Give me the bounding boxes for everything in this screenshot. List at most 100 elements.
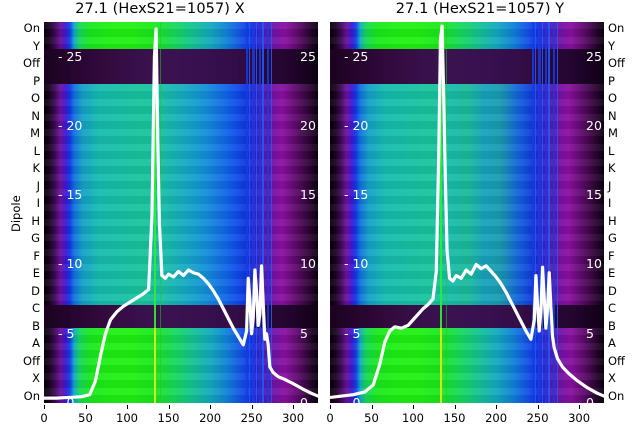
panel-y: 27.1 (HexS21=1057) Y [320, 0, 640, 440]
heatmap-row-texture [330, 327, 604, 403]
heatmap-vertical-stripe [270, 22, 273, 403]
category-label-right: On [608, 389, 625, 403]
heatmap-vertical-stripe [545, 22, 548, 403]
y-tick-label-right: 5 [300, 325, 308, 341]
y-tick-label-right: 10 [586, 256, 602, 272]
category-label-left: On [23, 21, 40, 35]
x-tick-label: 300 [282, 411, 305, 425]
category-label-left: C [31, 301, 40, 316]
category-label-left: Off [23, 56, 40, 71]
heatmap-x [44, 22, 318, 403]
panel-x-title: 27.1 (HexS21=1057) X [75, 1, 245, 17]
category-label-left: J [36, 178, 40, 193]
category-label-right: A [608, 336, 616, 351]
y-tick-label: - 20 [344, 117, 369, 133]
y-tick-label: - 10 [58, 256, 83, 272]
heatmap-vertical-stripe [552, 22, 555, 403]
heatmap-row-texture [330, 22, 604, 50]
y-tick-label: - 0 [58, 395, 75, 410]
category-label-right: H [608, 213, 617, 228]
x-tick-label: 50 [364, 411, 379, 425]
heatmap-vertical-stripe [252, 22, 255, 403]
x-tick-mark [293, 405, 295, 409]
x-tick-mark [127, 405, 129, 409]
x-tick-mark [413, 405, 415, 409]
category-label-right: M [608, 126, 618, 141]
heatmap-green-streak [154, 22, 157, 403]
x-tick-mark [44, 405, 45, 409]
y-tick-label: - 10 [344, 256, 369, 272]
category-label-left: P [33, 73, 40, 88]
y-tick-label-right: 25 [300, 48, 316, 64]
plot-area-x[interactable] [44, 22, 318, 403]
heatmap-band [330, 84, 604, 306]
heatmap-band [44, 84, 318, 306]
stripe-overlay-x [44, 22, 318, 403]
y-tick-label: - 5 [344, 325, 361, 341]
heatmap-row-texture [44, 327, 318, 403]
heatmap-vertical-stripe [255, 22, 258, 403]
x-tick-label: 100 [116, 411, 138, 425]
plot-area-y[interactable] [330, 22, 604, 403]
heatmap-green-streak [160, 22, 162, 403]
category-label-left: B [32, 318, 40, 333]
category-label-left: F [33, 248, 40, 263]
category-label-right: N [608, 108, 617, 123]
heatmap-vertical-stripe [541, 22, 544, 403]
x-tick-mark [454, 405, 456, 409]
category-label-right: Y [608, 38, 616, 53]
category-label-left: N [31, 108, 40, 123]
x-tick-mark [371, 405, 373, 409]
category-label-right: C [608, 301, 617, 316]
y-tick-label: - 5 [58, 325, 75, 341]
category-label-right: G [608, 231, 617, 246]
y-tick-label: - 15 [58, 187, 83, 203]
x-tick-label: 0 [40, 411, 48, 425]
y-tick-label: - 20 [58, 117, 83, 133]
category-label-left: Y [32, 38, 40, 53]
profile-trace-x [44, 27, 318, 400]
category-label-left: M [30, 126, 40, 141]
x-tick-label: 100 [402, 411, 424, 425]
y-tick-label-right: 0 [586, 395, 594, 410]
heatmap-column-modulation [330, 84, 604, 306]
category-label-right: J [608, 178, 612, 193]
x-tick-label: 0 [326, 411, 334, 425]
category-label-right: K [608, 161, 616, 176]
heatmap-row-texture [44, 22, 318, 50]
x-tick-mark [330, 405, 331, 409]
x-tick-mark [210, 405, 212, 409]
heatmap-row-texture [330, 84, 604, 306]
profile-trace-y [330, 24, 604, 400]
category-label-right: D [608, 283, 617, 298]
x-tick-label: 150 [157, 411, 180, 425]
y-tick-label-right: 25 [586, 48, 602, 64]
x-tick-label: 50 [78, 411, 93, 425]
category-label-right: F [608, 248, 615, 263]
heatmap-band [330, 22, 604, 50]
heatmap-band [330, 327, 604, 403]
category-label-left: D [31, 283, 40, 298]
category-label-right: O [608, 91, 618, 106]
heatmap-green-streak [440, 22, 443, 403]
category-label-right: On [608, 21, 625, 35]
category-label-right: Off [608, 56, 625, 71]
heatmap-yellow-streak [440, 327, 443, 403]
category-label-right: Off [608, 353, 625, 368]
heatmap-row-texture [44, 84, 318, 306]
heatmap-vertical-stripe [262, 22, 264, 403]
category-label-left: H [31, 213, 40, 228]
y-tick-label: - 15 [344, 187, 369, 203]
heatmap-vertical-stripe [548, 22, 550, 403]
category-label-left: X [32, 371, 40, 386]
panel-x: 27.1 (HexS21=1057) X [44, 1, 318, 403]
stripe-overlay-y [330, 22, 604, 403]
heatmap-vertical-stripe [259, 22, 262, 403]
category-label-left: On [23, 389, 40, 403]
heatmap-vertical-stripe [535, 22, 537, 403]
category-label-right: E [608, 266, 616, 281]
heatmap-gap-band [330, 49, 604, 85]
heatmap-band [44, 327, 318, 403]
y-tick-label-right: 15 [300, 187, 316, 203]
